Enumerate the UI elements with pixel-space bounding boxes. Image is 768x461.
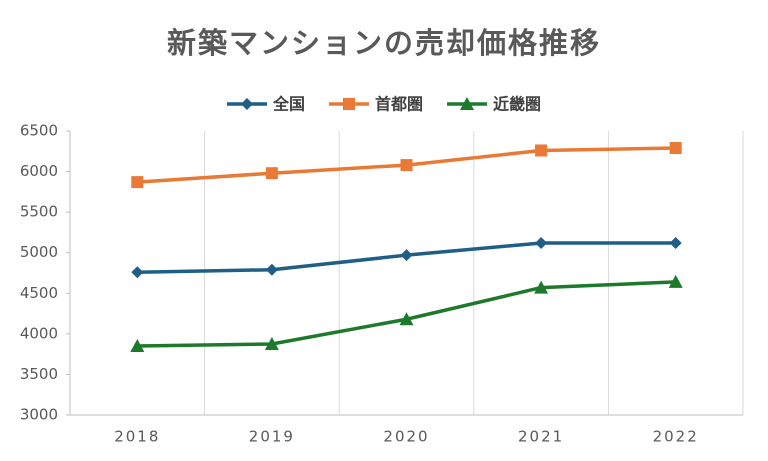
data-point — [535, 236, 548, 249]
y-tick-label: 3500 — [20, 365, 58, 383]
x-tick-label: 2018 — [114, 428, 160, 446]
legend-marker — [240, 98, 253, 110]
y-tick-label: 6000 — [20, 162, 58, 180]
data-point — [400, 249, 413, 262]
x-tick-label: 2021 — [518, 428, 564, 446]
data-point — [668, 274, 683, 288]
legend-label: 近畿圏 — [493, 95, 541, 114]
data-point — [400, 159, 413, 172]
legend-label: 首都圏 — [375, 95, 423, 114]
y-tick-label: 4000 — [20, 324, 58, 342]
legend-label: 全国 — [272, 95, 305, 114]
data-point — [535, 144, 548, 157]
data-point — [130, 339, 145, 353]
data-point — [669, 142, 682, 155]
y-tick-label: 4500 — [20, 284, 58, 302]
legend-marker — [460, 97, 475, 110]
data-point — [265, 167, 278, 180]
data-point — [399, 312, 414, 326]
data-point — [534, 280, 549, 294]
data-point — [264, 337, 279, 350]
data-point — [265, 263, 278, 276]
chart-title: 新築マンションの売却価格推移 — [167, 26, 601, 60]
data-point — [131, 266, 144, 279]
data-point — [131, 176, 144, 189]
y-tick-label: 5500 — [20, 203, 58, 221]
y-tick-label: 3000 — [20, 406, 58, 424]
legend-marker — [342, 98, 355, 110]
x-tick-label: 2019 — [249, 428, 295, 446]
x-tick-label: 2020 — [383, 428, 429, 446]
data-point — [669, 236, 682, 249]
y-tick-label: 5000 — [20, 243, 58, 261]
y-tick-label: 6500 — [20, 122, 58, 140]
x-tick-label: 2022 — [653, 428, 699, 446]
